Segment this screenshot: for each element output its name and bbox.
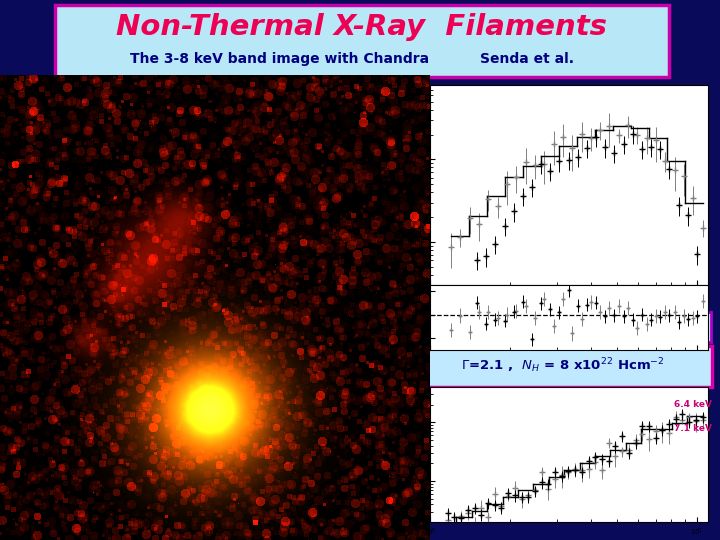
Text: 1: 1 xyxy=(258,273,269,291)
Text: The 3-8 keV band image with Chandra: The 3-8 keV band image with Chandra xyxy=(130,52,429,66)
Y-axis label: χ: χ xyxy=(403,315,410,320)
Y-axis label: normalized counts/sec/keV: normalized counts/sec/keV xyxy=(397,148,402,222)
FancyBboxPatch shape xyxy=(413,346,712,387)
Text: Sgr A*: Sgr A* xyxy=(222,405,266,418)
Text: 2: 2 xyxy=(285,241,297,259)
Y-axis label: normalized counts/sec/keV: normalized counts/sec/keV xyxy=(397,417,402,491)
Text: 6.4 keV: 6.4 keV xyxy=(674,400,712,409)
Text: X-ray Reflection Nebula: X-ray Reflection Nebula xyxy=(487,320,672,334)
Text: Non-Thermal X-Ray  Filaments: Non-Thermal X-Ray Filaments xyxy=(117,13,608,41)
FancyBboxPatch shape xyxy=(450,312,711,342)
Text: Senda et al.: Senda et al. xyxy=(480,52,574,66)
Text: 7.1 keV: 7.1 keV xyxy=(674,424,712,434)
Text: $\Gamma$=2.1 ,  $N_{H}$ = 8 x10$^{22}$ Hcm$^{-2}$: $\Gamma$=2.1 , $N_{H}$ = 8 x10$^{22}$ Hc… xyxy=(462,356,665,375)
Text: 3: 3 xyxy=(315,208,327,226)
FancyBboxPatch shape xyxy=(55,5,669,77)
